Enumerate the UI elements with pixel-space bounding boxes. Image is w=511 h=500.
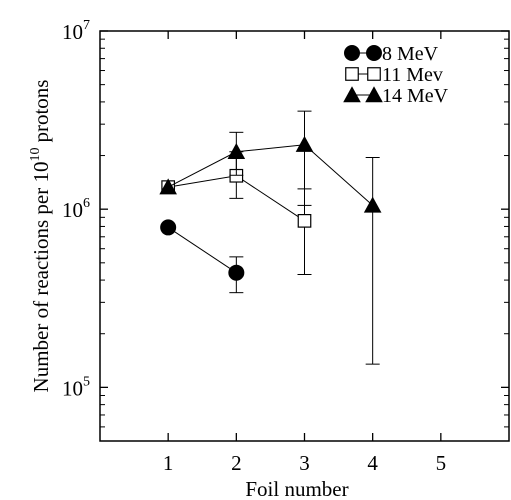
legend-label: 11 Mev bbox=[382, 64, 443, 86]
x-axis-label: Foil number bbox=[245, 477, 348, 500]
y-tick-label-base: 10 bbox=[62, 376, 83, 400]
x-tick-label: 4 bbox=[367, 451, 378, 475]
data-point bbox=[227, 142, 246, 159]
legend-entry: 11 Mev bbox=[345, 64, 443, 86]
y-tick-label: 107 bbox=[62, 18, 90, 44]
legend-entry: 14 MeV bbox=[343, 85, 449, 107]
legend-marker bbox=[365, 86, 383, 103]
y-axis-label-suffix: protons bbox=[29, 80, 53, 143]
y-tick-label-base: 10 bbox=[62, 198, 83, 222]
y-tick-label-base: 10 bbox=[62, 20, 83, 44]
legend-marker bbox=[367, 67, 381, 81]
series-layer bbox=[159, 110, 382, 365]
y-tick-label-exponent: 5 bbox=[83, 374, 90, 389]
legend-marker bbox=[366, 45, 382, 61]
data-point bbox=[228, 264, 245, 281]
series bbox=[159, 110, 382, 365]
legend-label: 8 MeV bbox=[382, 43, 439, 65]
data-point bbox=[159, 178, 177, 195]
y-tick-label-exponent: 6 bbox=[83, 196, 90, 211]
legend-marker bbox=[345, 67, 359, 81]
x-tick-label: 5 bbox=[436, 451, 447, 475]
data-point bbox=[297, 214, 312, 228]
legend-label: 14 MeV bbox=[382, 85, 449, 107]
data-point bbox=[295, 135, 314, 152]
y-axis-label-main: Number of reactions per 10 bbox=[29, 162, 53, 393]
y-tick-label-exponent: 7 bbox=[83, 18, 90, 33]
x-tick-label: 1 bbox=[163, 451, 174, 475]
legend-marker bbox=[344, 45, 360, 61]
legend-entry: 8 MeV bbox=[344, 43, 439, 65]
y-axis-label: Number of reactions per 1010 protons bbox=[28, 80, 53, 393]
data-point bbox=[160, 219, 177, 236]
data-point bbox=[363, 196, 382, 213]
series-line bbox=[167, 227, 237, 274]
y-axis-label-exponent: 10 bbox=[28, 148, 43, 162]
y-tick-label: 106 bbox=[62, 196, 90, 222]
y-tick-label: 105 bbox=[62, 374, 90, 400]
x-tick-label: 3 bbox=[299, 451, 310, 475]
x-tick-label: 2 bbox=[231, 451, 242, 475]
series bbox=[160, 219, 245, 294]
series-line bbox=[167, 144, 373, 206]
legend-marker bbox=[343, 86, 361, 103]
